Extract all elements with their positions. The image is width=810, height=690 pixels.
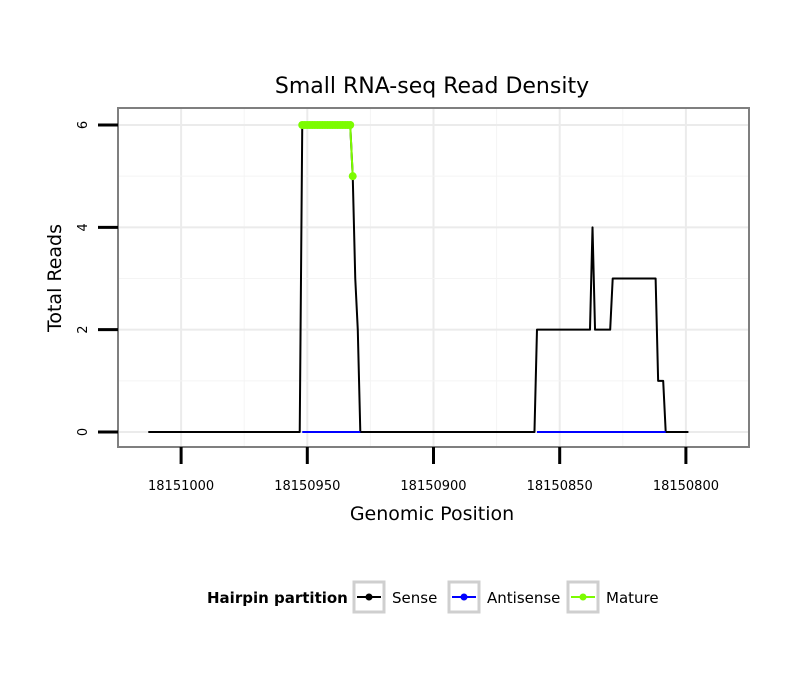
x-axis: 18151000 18150950 18150900 18150850 18150800 bbox=[148, 447, 719, 494]
y-tick-label: 6 bbox=[76, 121, 91, 129]
legend-label-mature: Mature bbox=[606, 589, 659, 607]
data-point-mature bbox=[348, 172, 357, 181]
y-tick-label: 0 bbox=[76, 428, 91, 436]
legend-point-sense bbox=[365, 593, 373, 601]
x-axis-title: Genomic Position bbox=[350, 503, 514, 525]
legend-label-sense: Sense bbox=[392, 589, 437, 607]
y-tick-label: 2 bbox=[76, 326, 91, 334]
x-tick-label: 18150900 bbox=[400, 479, 466, 494]
data-point-mature bbox=[346, 121, 355, 129]
chart-title: Small RNA-seq Read Density bbox=[275, 74, 589, 99]
legend: Hairpin partition Sense Antisense Mature bbox=[207, 580, 659, 614]
legend-label-antisense: Antisense bbox=[487, 589, 560, 607]
legend-title: Hairpin partition bbox=[207, 589, 348, 607]
legend-point-mature bbox=[579, 593, 587, 601]
y-tick-label: 4 bbox=[76, 223, 91, 231]
x-tick-label: 18150950 bbox=[274, 479, 340, 494]
legend-point-antisense bbox=[460, 593, 468, 601]
x-tick-label: 18150800 bbox=[653, 479, 719, 494]
series-mature bbox=[298, 121, 357, 181]
series-layer bbox=[148, 121, 689, 433]
x-tick-label: 18150850 bbox=[527, 479, 593, 494]
x-tick-label: 18151000 bbox=[148, 479, 214, 494]
y-axis: 0 2 4 6 bbox=[76, 121, 118, 436]
y-axis-title: Total Reads bbox=[44, 224, 66, 333]
